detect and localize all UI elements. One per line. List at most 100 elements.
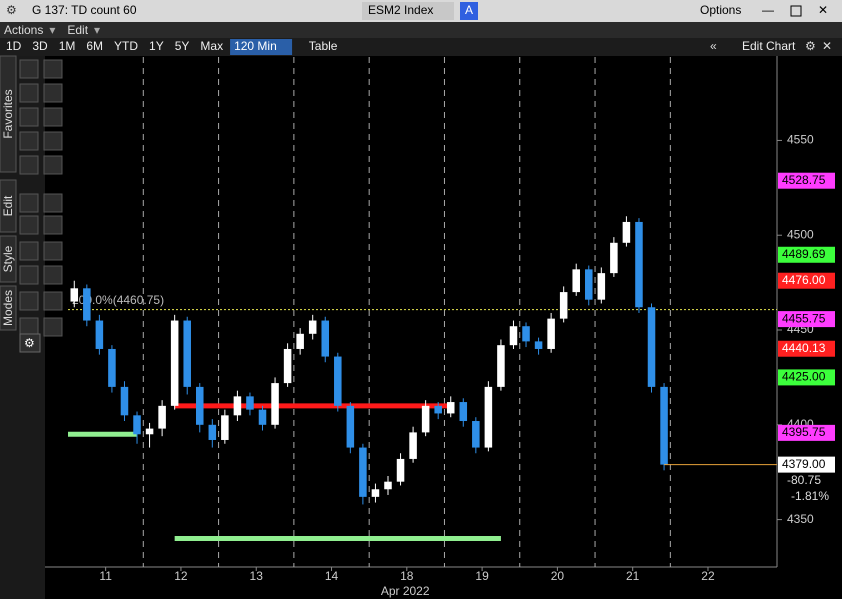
candle-body bbox=[534, 341, 543, 349]
tool-icon[interactable] bbox=[19, 107, 39, 127]
candle-body bbox=[158, 405, 166, 429]
candle-body bbox=[647, 307, 656, 387]
range-button[interactable]: Max bbox=[200, 39, 223, 53]
candle-body bbox=[384, 481, 392, 490]
candle-body bbox=[509, 326, 518, 346]
tool-icon[interactable] bbox=[43, 131, 63, 151]
candle-body bbox=[108, 348, 116, 387]
candle-body bbox=[622, 221, 631, 243]
tool-icons bbox=[19, 59, 63, 353]
candle-body bbox=[359, 447, 367, 497]
settings-glyph: ⚙ bbox=[24, 336, 35, 350]
price-badge bbox=[778, 311, 835, 328]
menu-icon[interactable]: ⚙ bbox=[6, 3, 17, 17]
collapse[interactable]: « bbox=[710, 39, 717, 53]
tool-icon[interactable] bbox=[43, 317, 63, 337]
tool-icon[interactable] bbox=[19, 59, 39, 79]
price-badge-label: 4425.00 bbox=[782, 370, 826, 384]
candle-body bbox=[484, 386, 493, 448]
candle-body bbox=[522, 326, 530, 342]
x-tick-label: 11 bbox=[99, 569, 112, 583]
side-tab-label: Edit bbox=[1, 195, 15, 216]
side-tab[interactable] bbox=[0, 285, 17, 331]
tool-icon[interactable] bbox=[43, 83, 63, 103]
tool-icon[interactable] bbox=[19, 241, 39, 261]
menu-item[interactable]: Edit bbox=[67, 23, 88, 37]
tool-icon[interactable] bbox=[19, 131, 39, 151]
close[interactable]: ✕ bbox=[818, 3, 828, 17]
settings-tool[interactable] bbox=[19, 333, 41, 353]
price-badge bbox=[778, 424, 835, 441]
x-tick-label: 20 bbox=[551, 569, 565, 583]
candle-body bbox=[233, 396, 242, 416]
candle-body bbox=[70, 288, 79, 302]
tool-icon[interactable] bbox=[19, 265, 39, 285]
x-tick-label: 14 bbox=[325, 569, 339, 583]
period-button[interactable]: 120 Min bbox=[234, 39, 277, 53]
candle-body bbox=[334, 356, 342, 406]
range-button[interactable]: YTD bbox=[114, 39, 138, 53]
table-button[interactable]: Table bbox=[309, 39, 338, 53]
close-icon[interactable]: ✕ bbox=[822, 39, 832, 53]
tool-icon[interactable] bbox=[43, 215, 63, 235]
range-button[interactable]: 1Y bbox=[149, 39, 164, 53]
candle-body bbox=[258, 409, 267, 425]
tool-icon[interactable] bbox=[43, 107, 63, 127]
price-badge bbox=[778, 456, 835, 473]
maximize[interactable] bbox=[790, 5, 802, 17]
period-button-bg bbox=[230, 39, 293, 55]
tool-icon[interactable] bbox=[19, 215, 39, 235]
tool-icon[interactable] bbox=[19, 317, 39, 337]
candle-body bbox=[120, 386, 129, 416]
menu-arrow: ▾ bbox=[49, 23, 55, 37]
price-badge-label: 4379.00 bbox=[782, 457, 826, 471]
price-badge bbox=[778, 246, 835, 263]
candle-body bbox=[434, 405, 442, 414]
tool-icon[interactable] bbox=[43, 193, 63, 213]
side-tab[interactable] bbox=[0, 235, 17, 283]
tool-icon[interactable] bbox=[19, 83, 39, 103]
price-badge bbox=[778, 369, 835, 386]
side-tab[interactable] bbox=[0, 55, 17, 173]
range-button[interactable]: 3D bbox=[32, 39, 48, 53]
minimize[interactable]: — bbox=[762, 3, 774, 17]
tool-icon[interactable] bbox=[19, 193, 39, 213]
menu-item[interactable]: Actions bbox=[4, 23, 43, 37]
security-button[interactable] bbox=[460, 2, 478, 20]
tool-icon[interactable] bbox=[19, 155, 39, 175]
candle-body bbox=[597, 273, 606, 300]
price-badge-label: 4476.00 bbox=[782, 273, 826, 287]
price-badge-label: 4489.69 bbox=[782, 247, 826, 261]
security-box[interactable] bbox=[362, 2, 454, 20]
range-button[interactable]: 6M bbox=[86, 39, 103, 53]
price-badge-label: 4528.75 bbox=[782, 173, 826, 187]
options[interactable]: Options bbox=[700, 3, 741, 17]
x-tick-label: 12 bbox=[174, 569, 188, 583]
tool-icon[interactable] bbox=[43, 59, 63, 79]
tool-icon[interactable] bbox=[19, 291, 39, 311]
tool-icon[interactable] bbox=[43, 291, 63, 311]
tool-icon[interactable] bbox=[43, 265, 63, 285]
x-tick-label: 13 bbox=[250, 569, 264, 583]
x-axis-title: Apr 2022 bbox=[381, 584, 430, 598]
security-button-label: A bbox=[465, 3, 473, 17]
y-tick-label: 4350 bbox=[787, 512, 814, 526]
candle-body bbox=[308, 320, 317, 334]
tool-icon[interactable] bbox=[43, 241, 63, 261]
y-tick-label: 4550 bbox=[787, 133, 814, 147]
range-button[interactable]: 5Y bbox=[175, 39, 190, 53]
candle-body bbox=[497, 345, 505, 387]
side-tab[interactable] bbox=[0, 179, 17, 233]
candle-body bbox=[559, 292, 568, 319]
tool-icon[interactable] bbox=[43, 155, 63, 175]
range-button[interactable]: 1M bbox=[59, 39, 76, 53]
x-tick-label: 21 bbox=[626, 569, 640, 583]
candle-body bbox=[296, 333, 304, 349]
candle-body bbox=[145, 428, 154, 435]
edit-chart[interactable]: Edit Chart bbox=[742, 39, 796, 53]
range-button[interactable]: 1D bbox=[6, 39, 22, 53]
price-badge-label: 4395.75 bbox=[782, 425, 826, 439]
settings-icon[interactable]: ⚙ bbox=[805, 39, 816, 53]
